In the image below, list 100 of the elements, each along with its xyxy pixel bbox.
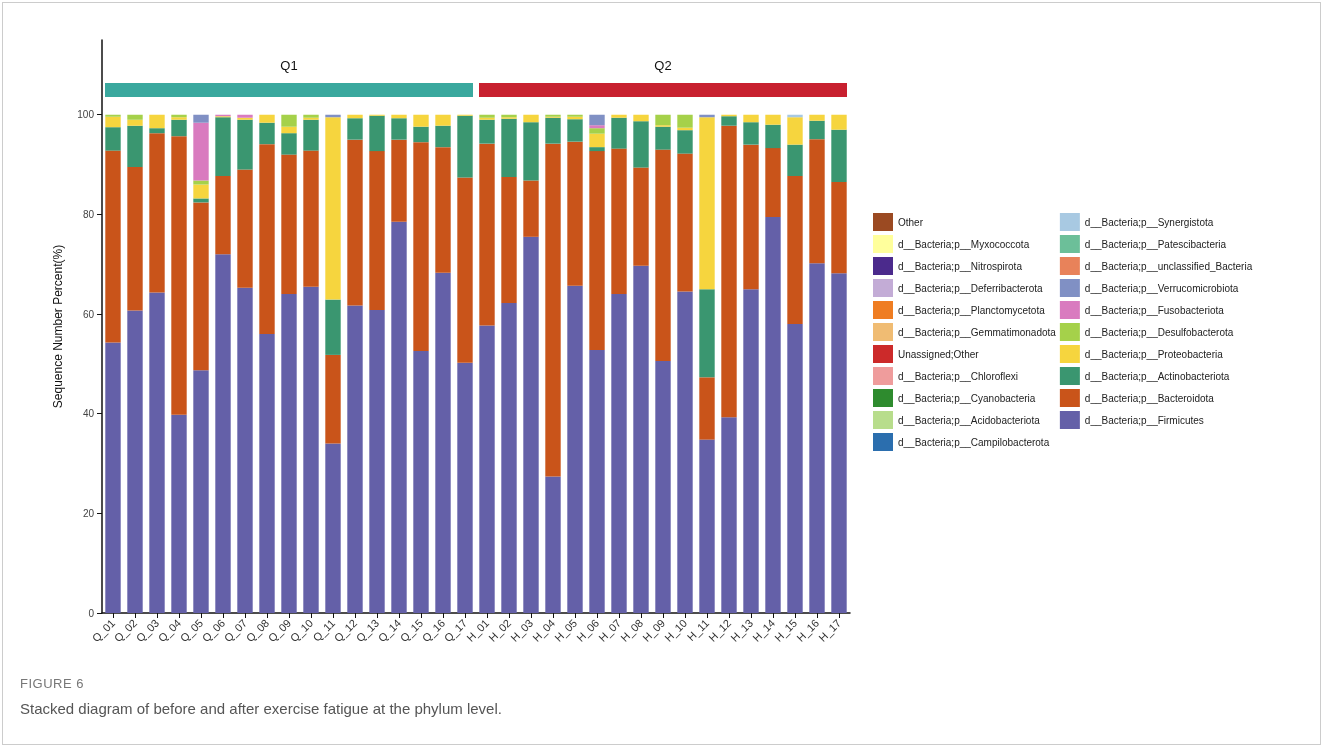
- bar: [523, 114, 539, 123]
- bar: [699, 439, 715, 613]
- legend-label: Other: [898, 216, 924, 228]
- bar: [831, 129, 847, 182]
- bar: [831, 182, 847, 274]
- bar: [281, 133, 297, 155]
- bar: [633, 121, 649, 168]
- bar: [391, 221, 407, 613]
- bar: [303, 286, 319, 613]
- bar: [193, 202, 209, 371]
- bar: [369, 115, 385, 152]
- caption: FIGURE 6: [20, 676, 84, 691]
- bar: [699, 117, 715, 290]
- bar: [127, 125, 143, 168]
- bar: [589, 128, 605, 134]
- annotation: Q1: [280, 57, 298, 73]
- bar: [677, 153, 693, 292]
- bar: [743, 114, 759, 123]
- bar: [765, 124, 781, 149]
- bar: [479, 119, 495, 144]
- bar: [787, 324, 803, 613]
- bar: [105, 342, 121, 613]
- bar: [435, 114, 451, 126]
- bar: [831, 273, 847, 613]
- bar: [831, 114, 847, 130]
- bar: [787, 117, 803, 145]
- bar: [611, 294, 627, 613]
- bar: [391, 118, 407, 140]
- y-tick-label: 20: [82, 507, 95, 519]
- bar: [611, 117, 627, 149]
- bar: [523, 122, 539, 181]
- bar: [259, 114, 275, 123]
- bar: [787, 176, 803, 325]
- bar: [743, 144, 759, 290]
- bar: [809, 120, 825, 140]
- legend-label: d__Bacteria;p__Patescibacteria: [1084, 238, 1227, 250]
- y-tick-label: 40: [82, 408, 95, 420]
- bar: [743, 122, 759, 145]
- bar: [589, 114, 605, 126]
- bar: [721, 116, 737, 126]
- bar: [413, 114, 429, 127]
- bar: [765, 148, 781, 217]
- bar: [259, 122, 275, 145]
- bar: [611, 148, 627, 295]
- bar: [237, 119, 253, 170]
- legend-label: d__Bacteria;p__Desulfobacterota: [1084, 326, 1234, 338]
- bar: [149, 292, 165, 613]
- legend-label: d__Bacteria;p__Acidobacteriota: [898, 414, 1041, 426]
- bar: [809, 139, 825, 264]
- bar: [567, 285, 583, 613]
- bar: [633, 167, 649, 266]
- bar: [611, 114, 627, 118]
- bar: [501, 303, 517, 613]
- bar: [281, 294, 297, 613]
- bar: [457, 177, 473, 363]
- bar: [281, 126, 297, 134]
- bar: [369, 310, 385, 613]
- bar: [501, 177, 517, 304]
- bar: [501, 118, 517, 178]
- annotation: Q2: [654, 57, 672, 73]
- bar: [105, 150, 121, 343]
- bar: [435, 147, 451, 273]
- legend-label: d__Bacteria;p__Nitrospirota: [898, 260, 1023, 272]
- bar: [765, 114, 781, 125]
- bar: [523, 180, 539, 237]
- bar: [237, 169, 253, 288]
- bar: [303, 150, 319, 287]
- bar: [325, 354, 341, 444]
- bar: [347, 305, 363, 613]
- bar: [545, 476, 561, 613]
- bar: [721, 125, 737, 418]
- bar: [743, 289, 759, 613]
- bar: [721, 417, 737, 613]
- bar: [589, 151, 605, 350]
- bar: [655, 126, 671, 150]
- legend-label: d__Bacteria;p__Gemmatimonadota: [898, 326, 1057, 338]
- bar: [413, 126, 429, 143]
- legend-label: d__Bacteria;p__Cyanobacteria: [898, 392, 1036, 404]
- legend-label: d__Bacteria;p__Bacteroidota: [1084, 392, 1215, 404]
- y-tick-label: 80: [82, 208, 95, 220]
- bar: [149, 114, 165, 129]
- bar: [193, 184, 209, 199]
- bar: [193, 114, 209, 123]
- bar: [699, 377, 715, 440]
- bar: [325, 443, 341, 613]
- bar: [281, 154, 297, 295]
- legend-label: d__Bacteria;p__Proteobacteria: [1084, 348, 1224, 360]
- bar: [127, 114, 143, 120]
- bar: [413, 350, 429, 613]
- bar: [567, 119, 583, 142]
- bar: [259, 333, 275, 613]
- legend-label: d__Bacteria;p__Synergistota: [1084, 216, 1214, 228]
- y-tick-label: 60: [82, 308, 95, 320]
- bar: [413, 142, 429, 351]
- bar: [567, 141, 583, 286]
- bar: [215, 117, 231, 177]
- bar: [281, 114, 297, 127]
- bar: [545, 143, 561, 477]
- bar: [149, 128, 165, 134]
- bar: [457, 115, 473, 178]
